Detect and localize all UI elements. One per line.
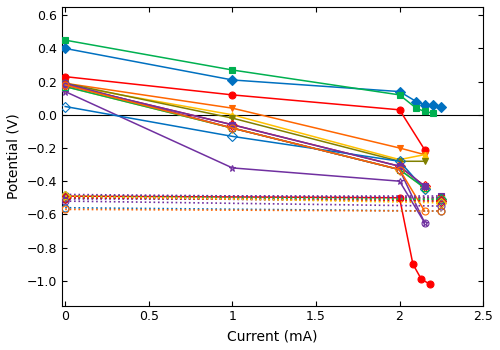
X-axis label: Current (mA): Current (mA) <box>227 329 318 343</box>
Y-axis label: Potential (V): Potential (V) <box>7 113 21 199</box>
